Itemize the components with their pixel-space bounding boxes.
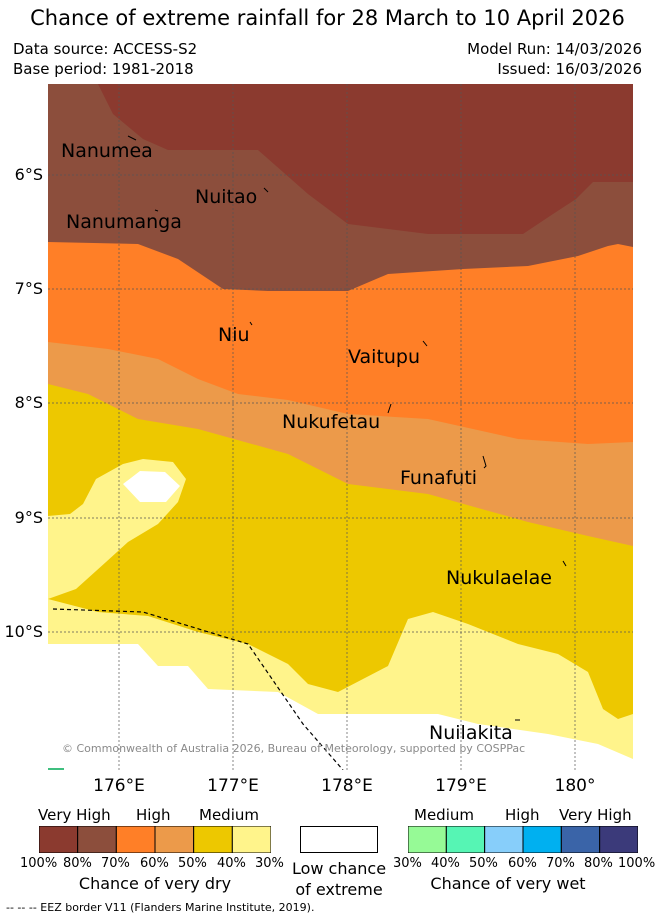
forecast-map bbox=[48, 84, 633, 770]
eez-border bbox=[52, 608, 344, 770]
legend-wet-high: High bbox=[505, 806, 540, 824]
island-shapes bbox=[48, 135, 567, 770]
zone-low-chance-blob bbox=[123, 471, 180, 502]
island-shape-nukulaelae bbox=[562, 560, 567, 567]
legend-dry-pct-60: 60% bbox=[140, 856, 169, 871]
eez-border-note: -- -- -- EEZ border V11 (Flanders Marine… bbox=[6, 901, 315, 914]
label-funafuti: Funafuti bbox=[400, 467, 478, 489]
swatch-wet-80-100 bbox=[599, 826, 638, 853]
lat-tick-10s: 10°S bbox=[4, 622, 43, 641]
issued-date: Issued: 16/03/2026 bbox=[497, 60, 642, 78]
legend-dry-pct-100: 100% bbox=[20, 856, 58, 871]
swatch-dry-80-100 bbox=[39, 826, 79, 853]
legend-wet-medium: Medium bbox=[414, 806, 474, 824]
swatch-wet-30-40 bbox=[408, 826, 447, 853]
model-run: Model Run: 14/03/2026 bbox=[467, 40, 642, 58]
legend-wet-pct-30: 30% bbox=[393, 856, 422, 871]
legend-dry-pct-80: 80% bbox=[63, 856, 92, 871]
label-nuitao: Nuitao bbox=[195, 186, 258, 208]
label-vaitupu: Vaitupu bbox=[348, 346, 421, 368]
swatch-dry-50-60 bbox=[154, 826, 195, 853]
lon-tick-177: 177°E bbox=[207, 776, 259, 796]
legend-dry-very-high: Very High bbox=[38, 806, 111, 824]
island-shape-nanumanga bbox=[154, 209, 159, 212]
swatch-dry-30-40 bbox=[231, 826, 271, 853]
island-shape-nanumea bbox=[127, 135, 137, 141]
swatch-wet-60-70 bbox=[522, 826, 562, 853]
island-shape-nuitao bbox=[263, 187, 269, 193]
map-canvas bbox=[48, 84, 633, 770]
legend-dry-pct-30: 30% bbox=[255, 856, 284, 871]
lon-tick-180: 180° bbox=[554, 776, 596, 796]
lon-tick-178: 178°E bbox=[321, 776, 373, 796]
data-source: Data source: ACCESS-S2 bbox=[13, 40, 198, 58]
legend-neutral-title-line2: of extreme bbox=[295, 880, 383, 899]
legend-dry-medium: Medium bbox=[199, 806, 259, 824]
legend-dry-pct-40: 40% bbox=[217, 856, 246, 871]
island-shape-nukufetau bbox=[387, 403, 392, 414]
label-nanumanga: Nanumanga bbox=[66, 211, 182, 233]
lat-tick-8s: 8°S bbox=[14, 393, 43, 412]
lon-tick-179: 179°E bbox=[435, 776, 487, 796]
island-shape-funafuti bbox=[482, 455, 487, 469]
legend-wet-pct-100: 100% bbox=[618, 856, 655, 871]
label-nukufetau: Nukufetau bbox=[282, 411, 381, 433]
legend-wet-swatches bbox=[408, 826, 638, 853]
legend-wet-very-high: Very High bbox=[559, 806, 632, 824]
copyright-notice: © Commonwealth of Australia 2026, Bureau… bbox=[62, 742, 526, 755]
legend-wet-pct-40: 40% bbox=[431, 856, 460, 871]
label-nuilakita: Nuilakita bbox=[429, 722, 513, 744]
legend-dry-swatches bbox=[39, 826, 271, 853]
label-nanumea: Nanumea bbox=[61, 140, 153, 162]
legend-wet-pct-60: 60% bbox=[508, 856, 537, 871]
legend-dry-high: High bbox=[136, 806, 171, 824]
label-niu: Niu bbox=[218, 324, 250, 346]
legend-wet-title: Chance of very wet bbox=[430, 874, 586, 893]
graticule bbox=[48, 84, 633, 770]
map-title: Chance of extreme rainfall for 28 March … bbox=[30, 6, 625, 30]
swatch-wet-70-80 bbox=[560, 826, 601, 853]
lat-tick-9s: 9°S bbox=[14, 508, 43, 527]
legend-dry-pct-50: 50% bbox=[178, 856, 207, 871]
legend-wet-pct-70: 70% bbox=[546, 856, 575, 871]
swatch-dry-60-70 bbox=[115, 826, 156, 853]
lat-tick-7s: 7°S bbox=[14, 279, 43, 298]
swatch-wet-40-50 bbox=[445, 826, 486, 853]
lat-tick-6s: 6°S bbox=[14, 165, 43, 184]
swatch-wet-50-60 bbox=[484, 826, 524, 853]
legend-neutral-title-line1: Low chance bbox=[291, 859, 387, 878]
swatch-dry-40-50 bbox=[193, 826, 233, 853]
legend-wet-pct-80: 80% bbox=[584, 856, 613, 871]
zone-low-chance-south bbox=[48, 644, 633, 770]
label-nukulaelae: Nukulaelae bbox=[446, 567, 552, 589]
swatch-dry-70-80 bbox=[77, 826, 117, 853]
lon-tick-176: 176°E bbox=[93, 776, 145, 796]
base-period: Base period: 1981-2018 bbox=[13, 60, 194, 78]
island-shape-vaitupu bbox=[422, 340, 428, 347]
legend-dry-pct-70: 70% bbox=[101, 856, 130, 871]
legend-wet-pct-50: 50% bbox=[469, 856, 498, 871]
swatch-low-chance bbox=[300, 826, 378, 853]
legend-neutral-swatch-box bbox=[300, 826, 378, 853]
island-shape-niu bbox=[249, 321, 253, 326]
legend-dry-title: Chance of very dry bbox=[78, 874, 232, 893]
